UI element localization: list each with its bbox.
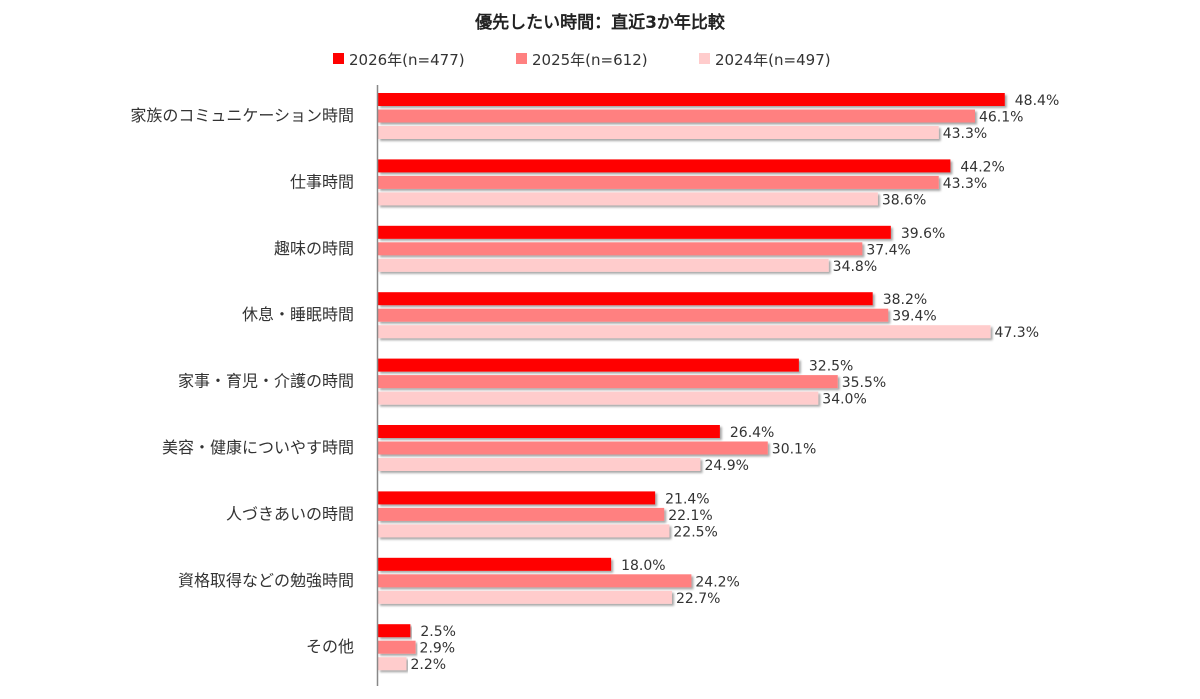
data-label: 2.2% [410, 657, 446, 673]
bar [378, 225, 891, 239]
data-label: 24.9% [704, 458, 748, 474]
data-label: 39.4% [892, 309, 936, 325]
category-label: 家事・育児・介護の時間 [178, 372, 354, 391]
legend: 2026年(n=477) 2025年(n=612) 2024年(n=497) [333, 51, 831, 69]
legend-label: 2024年(n=497) [715, 51, 831, 69]
data-label: 44.2% [960, 159, 1004, 175]
bar [378, 507, 665, 521]
bar [378, 557, 612, 571]
category-label: その他 [306, 637, 354, 656]
bar [378, 640, 416, 654]
bar [378, 491, 656, 505]
category-label: 美容・健康についやす時間 [162, 438, 354, 457]
data-label: 22.5% [673, 524, 717, 540]
bar [378, 159, 951, 173]
data-label: 34.0% [822, 392, 866, 408]
legend-swatch [516, 53, 527, 64]
data-label: 32.5% [809, 359, 853, 375]
bar [378, 175, 939, 189]
legend-swatch [699, 53, 710, 64]
data-label: 2.5% [420, 624, 456, 640]
data-label: 39.6% [901, 226, 945, 242]
bar [378, 524, 670, 538]
category-label: 資格取得などの勉強時間 [178, 571, 354, 590]
data-label: 38.2% [883, 292, 927, 308]
chart-title: 優先したい時間：直近3か年比較 [474, 12, 726, 33]
bar [378, 425, 720, 438]
bar [378, 590, 672, 604]
legend-label: 2026年(n=477) [349, 51, 465, 69]
data-label: 22.7% [676, 591, 720, 607]
bar [378, 126, 939, 139]
bar [378, 242, 863, 256]
bar [378, 391, 819, 405]
data-label: 30.1% [772, 442, 816, 458]
data-label: 43.3% [943, 126, 987, 142]
data-label: 46.1% [979, 110, 1023, 126]
data-label: 48.4% [1015, 93, 1059, 109]
bar [378, 458, 701, 471]
category-label: 家族のコミュニケーション時間 [130, 106, 354, 125]
data-label: 24.2% [695, 574, 739, 590]
data-label: 43.3% [943, 176, 987, 192]
bar [378, 109, 975, 123]
data-label: 47.3% [995, 325, 1039, 341]
bar [378, 375, 838, 389]
category-label: 仕事時間 [290, 172, 354, 191]
bar [378, 192, 878, 206]
data-label: 26.4% [730, 425, 774, 441]
data-label: 2.9% [420, 641, 456, 657]
category-label: 休息・睡眠時間 [242, 305, 354, 324]
bar [378, 358, 799, 372]
data-label: 18.0% [621, 558, 665, 574]
bar [378, 624, 411, 638]
data-label: 22.1% [668, 508, 712, 524]
bar [378, 325, 991, 339]
bar [378, 308, 889, 322]
bar [378, 574, 692, 588]
legend-label: 2025年(n=612) [532, 51, 648, 69]
data-label: 34.8% [833, 259, 877, 275]
bar [378, 292, 873, 306]
category-label: 人づきあいの時間 [226, 504, 354, 523]
data-label: 37.4% [866, 242, 910, 258]
data-label: 35.5% [842, 375, 886, 391]
data-label: 38.6% [882, 192, 926, 208]
bar [378, 441, 768, 455]
bar [378, 258, 829, 272]
category-label: 趣味の時間 [274, 239, 354, 258]
bar [378, 93, 1005, 106]
legend-swatch [333, 53, 344, 64]
bar [378, 657, 407, 671]
data-label: 21.4% [665, 491, 709, 507]
